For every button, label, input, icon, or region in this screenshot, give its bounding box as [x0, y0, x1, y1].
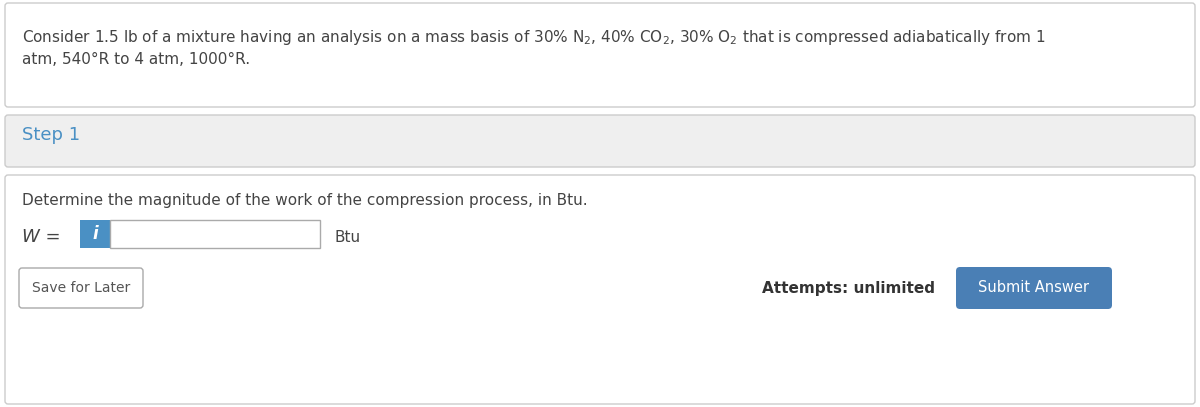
FancyBboxPatch shape [956, 267, 1112, 309]
Text: Step 1: Step 1 [22, 126, 80, 144]
Text: atm, 540°R to 4 atm, 1000°R.: atm, 540°R to 4 atm, 1000°R. [22, 52, 250, 67]
FancyBboxPatch shape [5, 115, 1195, 167]
Text: Submit Answer: Submit Answer [978, 280, 1090, 295]
FancyBboxPatch shape [5, 3, 1195, 107]
FancyBboxPatch shape [80, 220, 110, 248]
Text: Determine the magnitude of the work of the compression process, in Btu.: Determine the magnitude of the work of t… [22, 193, 588, 208]
Text: i: i [92, 225, 98, 243]
Text: Consider 1.5 lb of a mixture having an analysis on a mass basis of 30% $\mathreg: Consider 1.5 lb of a mixture having an a… [22, 28, 1045, 47]
FancyBboxPatch shape [110, 220, 320, 248]
Text: W =: W = [22, 228, 61, 246]
Text: Btu: Btu [334, 230, 360, 245]
FancyBboxPatch shape [19, 268, 143, 308]
Text: Attempts: unlimited: Attempts: unlimited [762, 280, 935, 295]
FancyBboxPatch shape [5, 175, 1195, 404]
Text: Save for Later: Save for Later [32, 281, 130, 295]
